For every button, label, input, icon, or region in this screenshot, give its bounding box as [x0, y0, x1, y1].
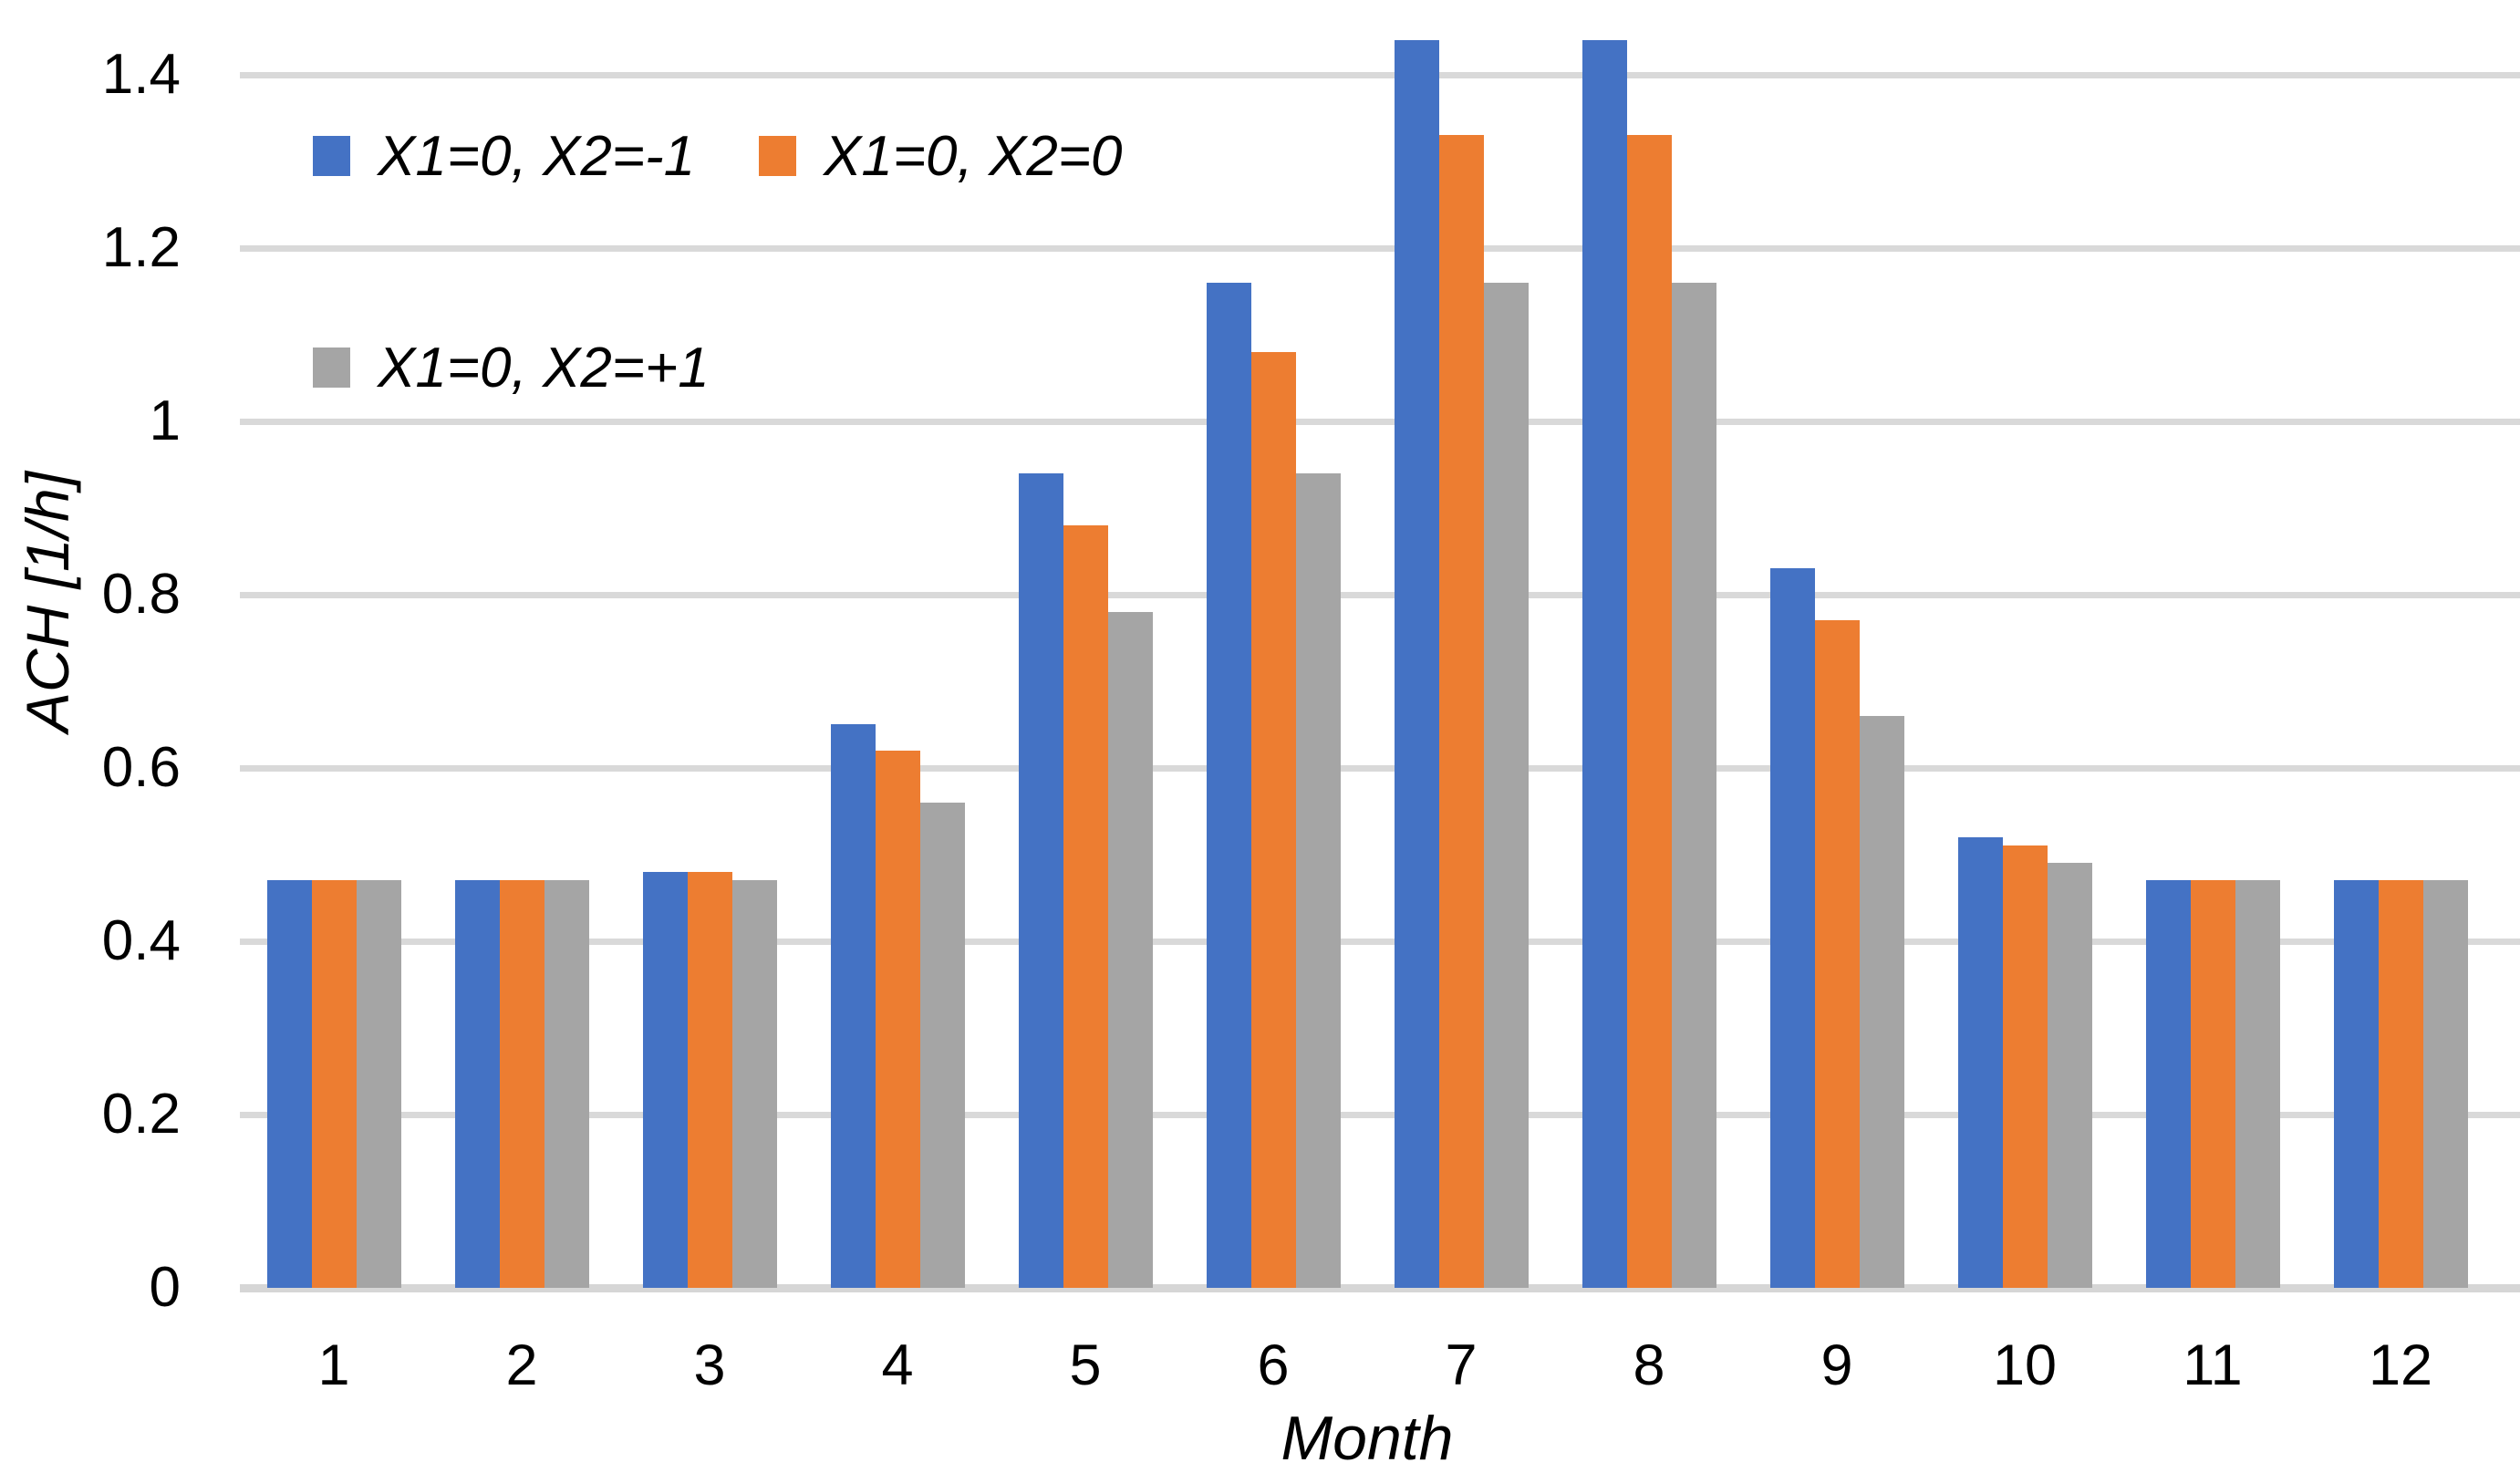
gridline: [240, 939, 2520, 945]
legend-label: X1=0, X2=+1: [378, 336, 710, 399]
x-tick-label: 7: [1445, 1333, 1478, 1397]
bar-group-month-4: [804, 31, 991, 1288]
y-tick-label: 1.2: [101, 216, 181, 279]
plot-area: [240, 31, 2494, 1288]
bar-group-month-9: [1743, 31, 1931, 1288]
bar-series-3-month-11: [2235, 880, 2280, 1288]
y-axis-title: ACH [1/h]: [14, 471, 81, 733]
bar-group-month-7: [1367, 31, 1555, 1288]
bar-series-1-month-7: [1394, 40, 1439, 1288]
bar-series-1-month-4: [830, 724, 876, 1288]
bar-series-3-month-9: [1859, 716, 1904, 1288]
bar-series-3-month-2: [544, 880, 589, 1288]
x-tick-label: 6: [1257, 1333, 1290, 1397]
legend-swatch-icon: [759, 136, 796, 176]
gridline: [240, 245, 2520, 252]
y-tick-label: 1: [149, 389, 181, 452]
bar-series-1-month-11: [2145, 880, 2191, 1288]
legend-swatch-icon: [313, 136, 350, 176]
gridline: [240, 72, 2520, 78]
gridline: [240, 419, 2520, 425]
x-tick-label: 1: [317, 1333, 350, 1397]
x-tick-label: 8: [1633, 1333, 1665, 1397]
bar-series-1-month-2: [454, 880, 500, 1288]
x-tick-label: 12: [2368, 1333, 2433, 1397]
bar-series-2-month-4: [875, 751, 920, 1288]
bar-group-month-1: [240, 31, 428, 1288]
legend-item-2: X1=0, X2=0: [759, 124, 1123, 188]
y-tick-label: 0.4: [101, 909, 181, 972]
bar-group-month-11: [2119, 31, 2307, 1288]
bar-series-2-month-5: [1063, 525, 1108, 1288]
legend-item-3: X1=0, X2=+1: [313, 336, 710, 399]
bar-group-month-5: [991, 31, 1179, 1288]
y-tick-label: 0.2: [101, 1083, 181, 1146]
bar-series-2-month-1: [311, 880, 357, 1288]
bar-series-3-month-10: [2047, 863, 2092, 1288]
legend-label: X1=0, X2=0: [824, 124, 1123, 188]
legend-swatch-icon: [313, 348, 350, 388]
bar-series-1-month-1: [266, 880, 312, 1288]
bar-series-2-month-10: [2002, 845, 2048, 1288]
bar-series-2-month-9: [1814, 620, 1860, 1288]
bar-series-3-month-7: [1483, 283, 1529, 1288]
legend-label: X1=0, X2=-1: [378, 124, 696, 188]
bar-series-3-month-12: [2422, 880, 2468, 1288]
bar-series-2-month-2: [499, 880, 544, 1288]
x-tick-label: 2: [505, 1333, 538, 1397]
x-axis-tick-labels: 1 2 3 4 5 6 7 8 9 10 11 12: [240, 1333, 2494, 1397]
bar-series-3-month-3: [731, 880, 777, 1288]
x-tick-label: 4: [881, 1333, 914, 1397]
gridline: [240, 765, 2520, 772]
bar-series-1-month-3: [642, 872, 688, 1288]
bar-series-1-month-9: [1769, 568, 1815, 1288]
bar-group-month-6: [1179, 31, 1367, 1288]
x-tick-label: 9: [1820, 1333, 1853, 1397]
bar-series-1-month-12: [2333, 880, 2379, 1288]
bar-group-month-10: [1931, 31, 2119, 1288]
bar-series-3-month-4: [919, 803, 965, 1288]
x-tick-label: 3: [693, 1333, 726, 1397]
bar-group-month-3: [616, 31, 804, 1288]
gridline: [240, 592, 2520, 598]
y-tick-label: 0.8: [101, 563, 181, 626]
y-tick-label: 0: [149, 1256, 181, 1319]
bar-series-2-month-6: [1250, 352, 1296, 1288]
y-tick-label: 0.6: [101, 736, 181, 799]
bar-series-2-month-7: [1438, 135, 1484, 1288]
x-axis-line: [240, 1284, 2520, 1292]
x-tick-label: 10: [1992, 1333, 2058, 1397]
bar-series-3-month-1: [356, 880, 401, 1288]
bar-series-2-month-8: [1626, 135, 1672, 1288]
bar-series-1-month-8: [1581, 40, 1627, 1288]
bar-group-month-12: [2307, 31, 2494, 1288]
x-tick-label: 11: [2183, 1333, 2243, 1397]
bar-series-2-month-3: [687, 872, 732, 1288]
bar-series-2-month-12: [2378, 880, 2423, 1288]
bar-series-1-month-6: [1206, 283, 1251, 1288]
bar-series-1-month-10: [1957, 837, 2003, 1288]
bar-series-2-month-11: [2190, 880, 2235, 1288]
bar-series-3-month-5: [1107, 612, 1153, 1288]
x-tick-label: 5: [1069, 1333, 1102, 1397]
y-tick-label: 1.4: [101, 43, 181, 106]
x-axis-title: Month: [1281, 1404, 1454, 1473]
bar-group-month-8: [1555, 31, 1743, 1288]
legend-item-1: X1=0, X2=-1: [313, 124, 695, 188]
gridline: [240, 1112, 2520, 1118]
bar-series-3-month-8: [1671, 283, 1716, 1288]
bar-group-month-2: [428, 31, 616, 1288]
bar-series-1-month-5: [1018, 473, 1063, 1288]
bar-series-3-month-6: [1295, 473, 1341, 1288]
